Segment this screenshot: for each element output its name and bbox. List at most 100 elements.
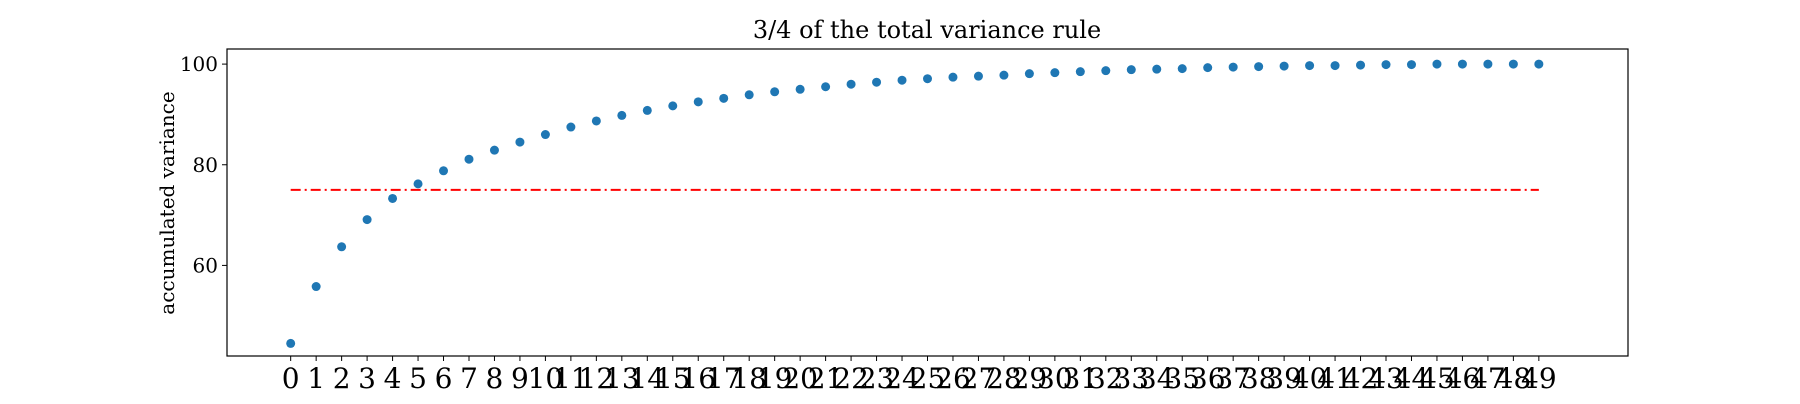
data-point [1101,66,1111,76]
x-tick-label: 25 [910,362,946,395]
x-tick-label: 36 [1190,362,1226,395]
x-tick-label: 14 [629,362,665,395]
x-tick-label: 37 [1215,362,1251,395]
data-point [872,77,882,87]
x-tick-label: 40 [1292,362,1328,395]
data-point [617,110,627,120]
data-point [1432,59,1442,69]
data-point [566,122,576,132]
data-point [1126,65,1136,75]
data-point [1457,59,1467,69]
data-point [795,84,805,94]
data-point [1279,61,1289,71]
x-tick-label: 28 [986,362,1022,395]
x-tick-label: 5 [409,362,427,395]
x-tick-label: 18 [731,362,767,395]
x-tick-label: 23 [859,362,895,395]
data-point [1254,62,1264,72]
x-tick-label: 20 [782,362,818,395]
data-point [1050,68,1060,78]
x-tick-label: 44 [1394,362,1430,395]
data-point [923,74,932,84]
data-point [540,130,550,140]
data-point [591,116,601,126]
data-point [489,145,499,155]
x-tick-label: 15 [655,362,691,395]
data-point [948,72,958,82]
x-tick-label: 8 [486,362,504,395]
data-point [897,75,907,85]
x-tick-label: 24 [884,362,920,395]
data-point [413,179,423,189]
x-tick-label: 43 [1368,362,1404,395]
x-tick-label: 4 [384,362,402,395]
y-tick-label: 60 [193,253,218,277]
x-tick-label: 0 [282,362,300,395]
y-tick-label: 100 [180,52,218,76]
data-point [1330,61,1340,71]
x-tick-label: 19 [757,362,793,395]
x-tick-label: 41 [1317,362,1353,395]
x-tick-label: 30 [1037,362,1073,395]
data-point [1534,59,1544,69]
x-tick-label: 26 [935,362,971,395]
x-tick-label: 27 [961,362,997,395]
x-tick-label: 38 [1241,362,1277,395]
x-tick-label: 21 [808,362,844,395]
data-point [1305,61,1315,71]
x-tick-label: 49 [1521,362,1557,395]
x-tick-label: 2 [333,362,351,395]
plot-frame [226,48,1629,357]
data-point [1356,60,1366,70]
data-point [973,71,983,81]
data-point [286,338,296,348]
data-point [1177,64,1187,74]
data-point [1406,60,1416,70]
data-point [1152,64,1162,74]
x-tick-label: 7 [460,362,478,395]
data-point [388,193,398,203]
x-tick-label: 32 [1088,362,1124,395]
data-point [464,154,474,164]
data-point [770,87,780,97]
x-tick-label: 16 [680,362,716,395]
x-tick-label: 22 [833,362,869,395]
x-tick-label: 12 [579,362,615,395]
data-point [642,105,652,115]
x-tick-label: 11 [553,362,589,395]
x-tick-label: 34 [1139,362,1175,395]
chart-title: 3/4 of the total variance rule [753,16,1101,44]
data-point [439,166,449,176]
data-point [1381,60,1391,70]
data-point [719,93,729,103]
x-tick-label: 13 [604,362,640,395]
x-tick-label: 39 [1266,362,1302,395]
x-tick-label: 6 [435,362,453,395]
x-tick-label: 33 [1113,362,1149,395]
data-point [999,70,1009,80]
data-point [744,90,754,100]
x-tick-label: 9 [511,362,529,395]
x-tick-label: 29 [1012,362,1048,395]
x-tick-label: 3 [358,362,376,395]
data-point [668,101,678,111]
x-tick-label: 17 [706,362,742,395]
x-tick-label: 1 [307,362,325,395]
x-tick-label: 35 [1164,362,1200,395]
data-point [693,97,703,107]
data-point [1024,69,1034,79]
data-point [337,242,347,252]
y-tick-label: 80 [193,153,218,177]
x-tick-label: 47 [1470,362,1506,395]
data-point [515,137,525,147]
y-axis-label: accumulated variance [155,91,179,314]
x-tick-label: 45 [1419,362,1455,395]
data-point [362,215,372,225]
data-point [846,79,856,89]
x-tick-label: 42 [1343,362,1379,395]
data-point [1075,67,1085,77]
data-point [1483,59,1493,69]
data-point [1203,63,1213,73]
